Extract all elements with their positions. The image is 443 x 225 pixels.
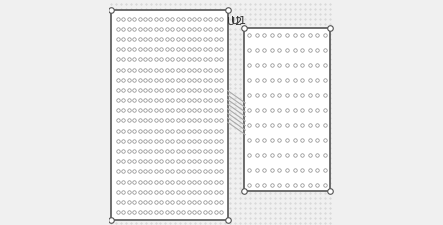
Bar [244, 29, 330, 191]
Text: U2: U2 [226, 17, 242, 27]
Bar [111, 11, 228, 220]
Text: U1: U1 [230, 16, 246, 26]
